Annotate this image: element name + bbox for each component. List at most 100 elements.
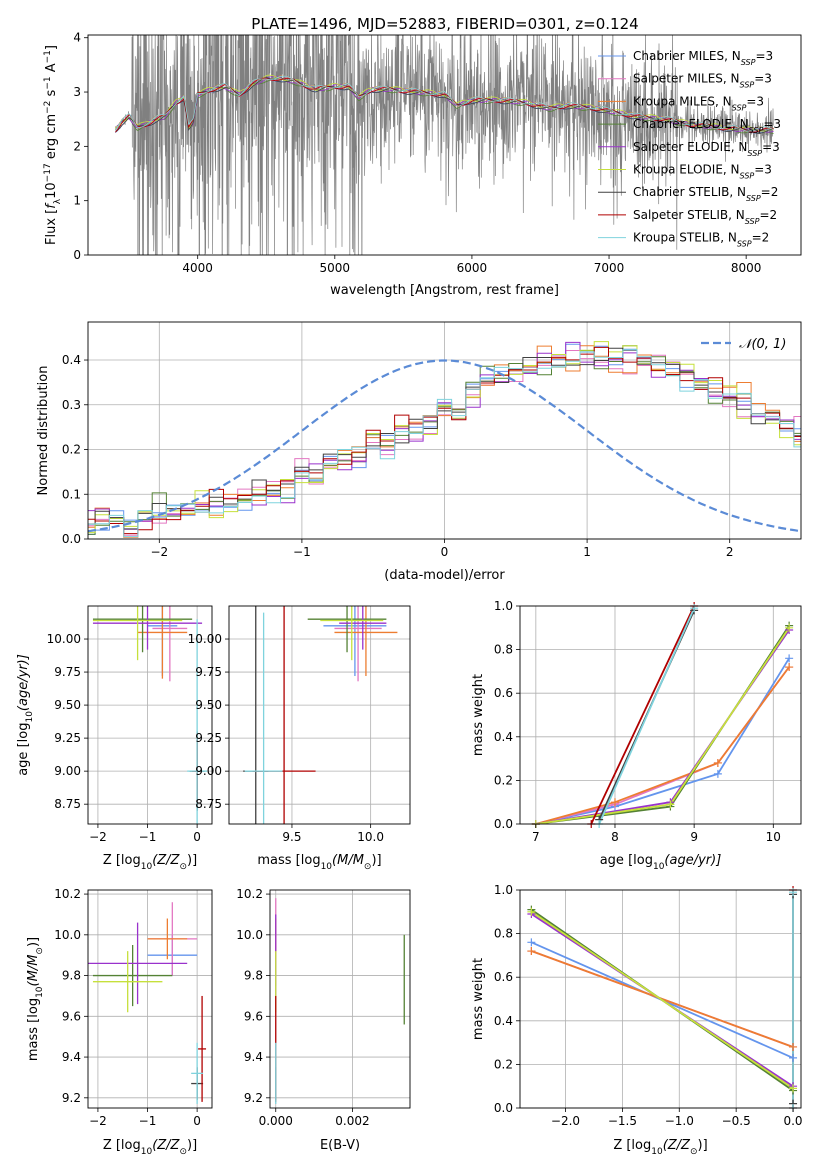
spectrum-ytick-label: 4: [73, 31, 81, 45]
residuals-xtick-label: −2: [150, 545, 168, 559]
legend-label: Kroupa ELODIE, NSSP=3: [633, 163, 772, 181]
spectrum-model-line-7: [115, 77, 774, 133]
massweight_vs_Z-series-5: [530, 911, 794, 1090]
legend-model-name: Chabrier MILES, N: [633, 49, 741, 63]
massweight_vs_Z-marker: [789, 1084, 798, 1093]
mass_vs_Z-xtick-label: 0: [193, 1114, 201, 1128]
mass_vs_Z-plot-area: [88, 902, 207, 1104]
legend-sub: SSP: [747, 148, 762, 157]
massweight_vs_age-ytick-label: 0.8: [494, 643, 513, 657]
legend-sub: SSP: [745, 216, 760, 225]
legend-sub: SSP: [732, 103, 747, 112]
mass-vs-Z-ylabel: mass [log10(M/M⊙)]: [26, 937, 45, 1061]
mass_vs_Z-ytick-label: 9.8: [62, 969, 81, 983]
spectrum-xtick-label: 4000: [182, 261, 213, 275]
spectrum-model-line-8: [115, 75, 774, 132]
normal-curve: [88, 359, 799, 533]
mass_vs_ebv-ytick-label: 9.8: [244, 969, 263, 983]
mass-vs-Z-xlabel-part: (Z/Z: [152, 1138, 180, 1153]
mass_vs_ebv-plot-area: [275, 898, 405, 1104]
residuals-plot-area: [88, 341, 801, 538]
spectrum-axes: 4000 5000 6000 7000 8000 0 1 2 3 4: [73, 31, 802, 275]
mass-vs-Z-xlabel-part: )]: [187, 1138, 197, 1153]
age-vs-Z-xlabel-part: Z [log: [103, 853, 141, 868]
spectrum-frame: [87, 34, 802, 256]
legend-nssp: =3: [754, 163, 772, 177]
massweight_vs_Z-marker: [789, 1053, 798, 1062]
mass_vs_Z-ytick-label: 9.2: [62, 1091, 81, 1105]
mass_vs_Z-frame: [87, 889, 213, 1109]
age_vs_Z-xtick-label: −1: [139, 830, 157, 844]
massweight_vs_Z-axes: −2.0 −1.5 −1.0 −0.5 0.0 0.0 0.2 0.4 0.6 0.8 1.0: [494, 883, 803, 1128]
mass_vs_Z-ytick-label: 9.6: [62, 1009, 81, 1023]
legend-model-name: Kroupa STELIB, N: [633, 231, 737, 245]
mass_vs_ebv-ytick-label: 10.2: [236, 887, 263, 901]
age-vs-Z-ylabel-part: 10: [25, 711, 35, 723]
age-vs-Z-xlabel-part: ⊙: [179, 862, 187, 872]
age_vs_mass-ytick-label: 10.00: [188, 632, 222, 646]
mass_vs_ebv-xtick-label: 0.000: [259, 1114, 293, 1128]
spectrum-ylabel-part: f: [44, 202, 59, 209]
age-vs-Z-xlabel-part: )]: [187, 853, 197, 868]
legend-label: Kroupa MILES, NSSP=3: [633, 94, 764, 112]
mass_vs_ebv-axes: 0.000 0.002 9.2 9.4 9.6 9.8 10.0 10.2: [236, 887, 411, 1128]
massweight_vs_age-xtick-label: 7: [532, 830, 540, 844]
spectrum-ylabel-part: λ: [53, 198, 63, 204]
spectrum-ylabel-part: erg cm: [44, 114, 59, 163]
legend-model-name: Chabrier ELODIE, N: [633, 117, 749, 131]
spectrum-xlabel: wavelength [Angstrom, rest frame]: [330, 283, 559, 298]
spectrum-model-line-6: [115, 77, 774, 134]
mass_vs_ebv-ytick-label: 9.6: [244, 1009, 263, 1023]
massweight_vs_Z-xtick-label: 0.0: [783, 1114, 802, 1128]
age-vs-mass-xlabel-part: ⊙: [364, 862, 372, 872]
massweight_vs_Z-marker: [789, 1042, 798, 1051]
age_vs_Z-ytick-label: 8.75: [54, 797, 81, 811]
mass-vs-Z-xlabel-part: 10: [141, 1147, 153, 1157]
massweight_vs_age-marker: [713, 769, 722, 778]
massweight_vs_age-xtick-label: 10: [766, 830, 781, 844]
legend-sub: SSP: [737, 239, 752, 248]
age-vs-mass-xlabel-part: (M/M: [332, 853, 364, 868]
age_vs_mass-ytick-label: 9.50: [195, 698, 222, 712]
mass_vs_Z-ytick-label: 10.0: [54, 928, 81, 942]
massweight_vs_Z-ytick-label: 1.0: [494, 883, 513, 897]
massweight_vs_age-marker: [785, 623, 794, 632]
legend-label: Salpeter ELODIE, NSSP=3: [633, 140, 780, 158]
age_vs_mass-ytick-label: 8.75: [195, 797, 222, 811]
mass_vs_ebv-ytick-label: 9.2: [244, 1091, 263, 1105]
legend-nssp: =2: [759, 208, 777, 222]
legend-label: Chabrier ELODIE, NSSP=3: [633, 117, 781, 135]
age_vs_mass-axes: 9.5 10.0 8.75 9.00 9.25 9.50 9.75 10.00: [188, 605, 411, 844]
massweight-vs-Z-xlabel-part: (Z/Z: [663, 1138, 691, 1153]
mass-vs-Z-ylabel-part: mass [log: [26, 998, 41, 1061]
legend-label: Kroupa STELIB, NSSP=2: [633, 231, 769, 249]
massweight_vs_age-marker: [666, 800, 675, 809]
age_vs_Z-ytick-label: 9.75: [54, 665, 81, 679]
residuals-ytick-label: 0.2: [62, 443, 81, 457]
mass-vs-Z-xlabel: Z [log10(Z/Z⊙)]: [103, 1138, 197, 1157]
age_vs_Z-ytick-label: 10.00: [47, 632, 81, 646]
massweight_vs_age-marker: [610, 798, 619, 807]
legend-nssp: =3: [755, 49, 773, 63]
mass_vs_ebv-ytick-label: 9.4: [244, 1050, 263, 1064]
residuals-xlabel: (data-model)/error: [384, 568, 505, 583]
massweight_vs_Z-marker: [527, 938, 536, 947]
legend-nssp: =3: [762, 140, 780, 154]
massweight_vs_age-series-5: [535, 627, 790, 824]
residuals-xtick-label: 2: [726, 545, 734, 559]
massweight_vs_age-marker: [713, 758, 722, 767]
legend-nssp: =3: [763, 117, 781, 131]
spectrum-ytick-label: 1: [73, 194, 81, 208]
massweight-vs-Z-xlabel-part: )]: [698, 1138, 708, 1153]
residuals-axes: −2 −1 0 1 2 0.0 0.1 0.2 0.3 0.4: [62, 321, 802, 559]
legend-sub: SSP: [746, 194, 761, 203]
age-vs-Z-xlabel-part: (Z/Z: [152, 853, 180, 868]
massweight_vs_age-frame: [519, 605, 802, 825]
mass_vs_Z-ytick-label: 10.2: [54, 887, 81, 901]
legend-model-name: Salpeter MILES, N: [633, 72, 740, 86]
massweight_vs_age-ytick-label: 0.2: [494, 773, 513, 787]
massweight-vs-age-ylabel: mass weight: [471, 674, 486, 756]
massweight-vs-Z-xlabel-part: ⊙: [690, 1147, 698, 1157]
massweight_vs_Z-xtick-label: −1.0: [665, 1114, 694, 1128]
age_vs_Z-ytick-label: 9.00: [54, 764, 81, 778]
